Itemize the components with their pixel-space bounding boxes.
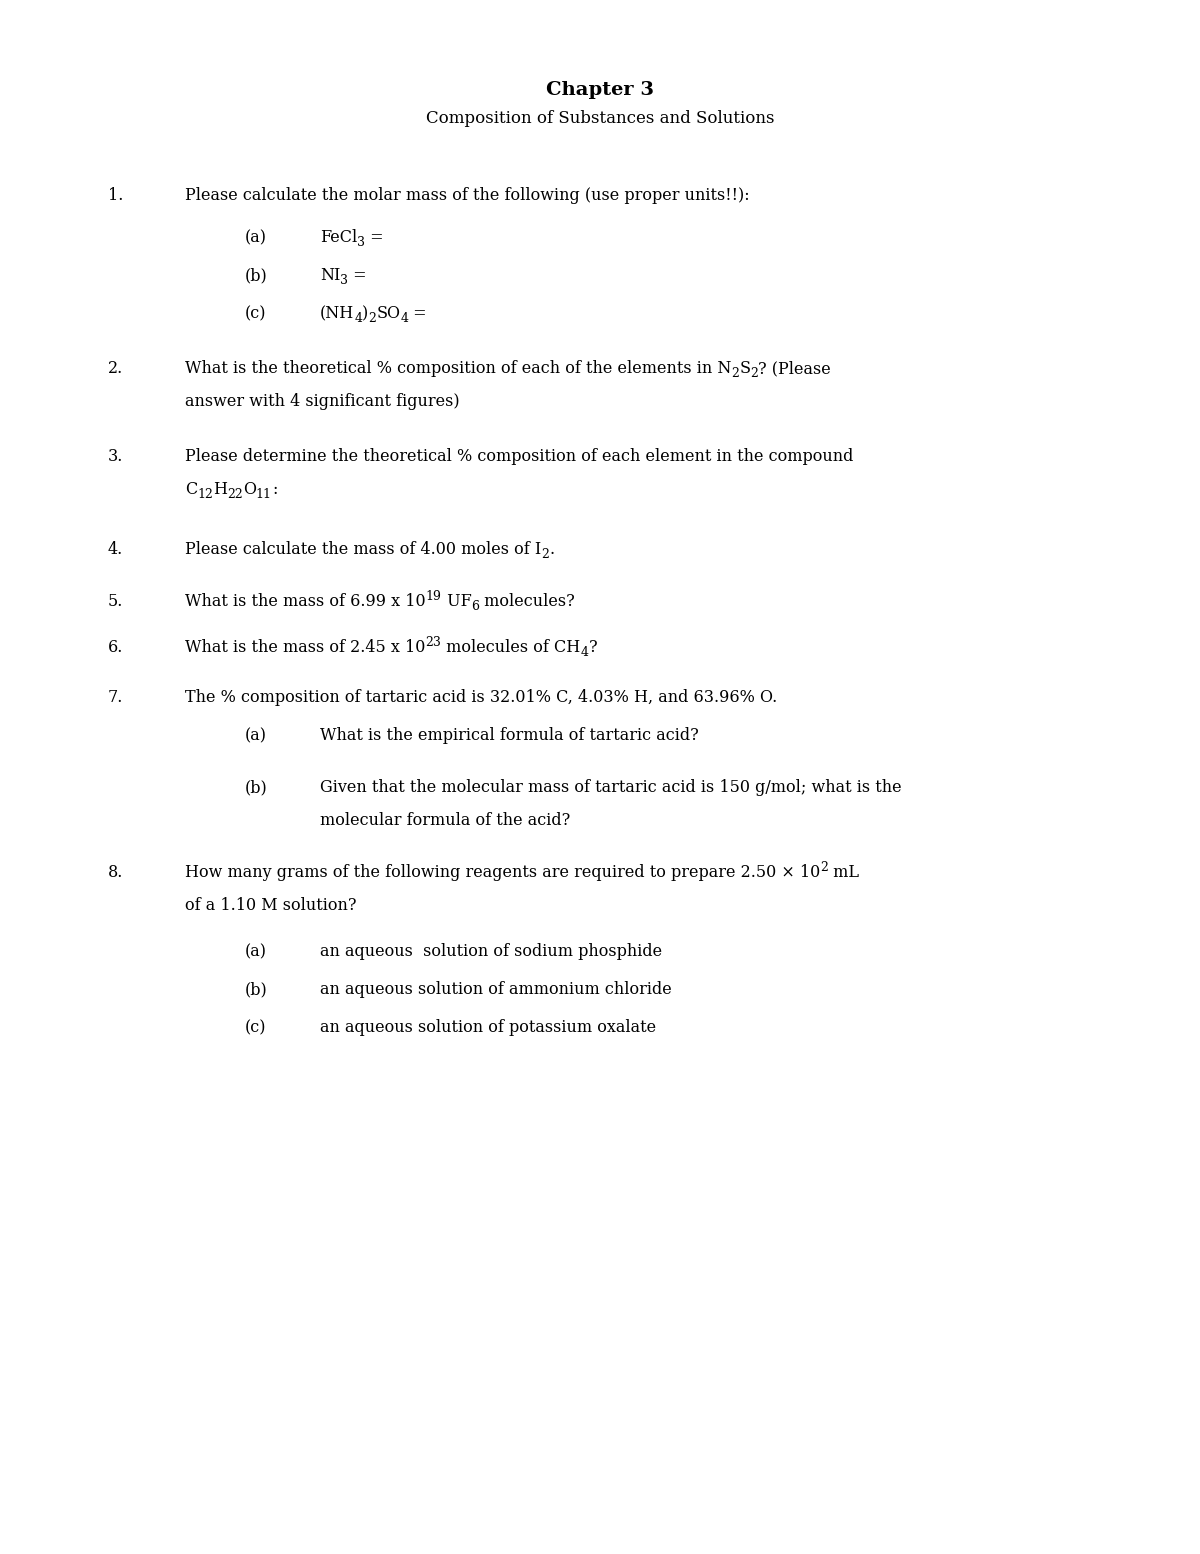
Text: (c): (c) — [245, 1019, 266, 1037]
Text: (NH: (NH — [320, 305, 354, 322]
Text: 2: 2 — [541, 549, 550, 561]
Text: What is the mass of 2.45 x 10: What is the mass of 2.45 x 10 — [185, 639, 425, 656]
Text: FeCl: FeCl — [320, 228, 358, 246]
Text: 8.: 8. — [108, 864, 124, 881]
Text: (b): (b) — [245, 779, 268, 796]
Text: 12: 12 — [197, 488, 214, 500]
Text: Please calculate the molar mass of the following (use proper units!!):: Please calculate the molar mass of the f… — [185, 186, 750, 204]
Text: 5.: 5. — [108, 594, 124, 611]
Text: an aqueous solution of potassium oxalate: an aqueous solution of potassium oxalate — [320, 1019, 656, 1037]
Text: molecular formula of the acid?: molecular formula of the acid? — [320, 813, 570, 828]
Text: ? (Please: ? (Please — [758, 361, 830, 378]
Text: 2: 2 — [368, 312, 377, 325]
Text: H: H — [214, 482, 227, 497]
Text: SO: SO — [377, 305, 401, 322]
Text: (c): (c) — [245, 305, 266, 322]
Text: 7.: 7. — [108, 688, 124, 706]
Text: 4: 4 — [401, 312, 408, 325]
Text: What is the empirical formula of tartaric acid?: What is the empirical formula of tartari… — [320, 727, 698, 744]
Text: 22: 22 — [227, 488, 242, 500]
Text: molecules?: molecules? — [479, 594, 575, 611]
Text: (a): (a) — [245, 727, 266, 744]
Text: mL: mL — [828, 864, 859, 881]
Text: 4: 4 — [354, 312, 362, 325]
Text: What is the mass of 6.99 x 10: What is the mass of 6.99 x 10 — [185, 594, 426, 611]
Text: .: . — [550, 541, 554, 558]
Text: O: O — [242, 482, 256, 497]
Text: (b): (b) — [245, 267, 268, 284]
Text: What is the theoretical % composition of each of the elements in N: What is the theoretical % composition of… — [185, 361, 731, 378]
Text: 23: 23 — [425, 636, 442, 648]
Text: 2: 2 — [731, 367, 739, 381]
Text: 6.: 6. — [108, 639, 124, 656]
Text: UF: UF — [442, 594, 472, 611]
Text: Composition of Substances and Solutions: Composition of Substances and Solutions — [426, 110, 774, 127]
Text: 2: 2 — [750, 367, 758, 381]
Text: 3: 3 — [341, 274, 348, 287]
Text: 11: 11 — [256, 488, 272, 500]
Text: 6: 6 — [472, 600, 479, 612]
Text: of a 1.10 M solution?: of a 1.10 M solution? — [185, 897, 356, 914]
Text: =: = — [348, 267, 367, 284]
Text: The % composition of tartaric acid is 32.01% C, 4.03% H, and 63.96% O.: The % composition of tartaric acid is 32… — [185, 688, 778, 706]
Text: (a): (a) — [245, 943, 266, 960]
Text: 19: 19 — [426, 589, 442, 603]
Text: 4.: 4. — [108, 541, 124, 558]
Text: Please calculate the mass of 4.00 moles of I: Please calculate the mass of 4.00 moles … — [185, 541, 541, 558]
Text: ): ) — [362, 305, 368, 322]
Text: 2.: 2. — [108, 361, 124, 378]
Text: Please determine the theoretical % composition of each element in the compound: Please determine the theoretical % compo… — [185, 448, 853, 465]
Text: 3.: 3. — [108, 448, 124, 465]
Text: an aqueous solution of ammonium chloride: an aqueous solution of ammonium chloride — [320, 981, 672, 998]
Text: 4: 4 — [581, 646, 588, 659]
Text: C: C — [185, 482, 197, 497]
Text: 3: 3 — [358, 236, 365, 249]
Text: an aqueous  solution of sodium phosphide: an aqueous solution of sodium phosphide — [320, 943, 662, 960]
Text: Chapter 3: Chapter 3 — [546, 81, 654, 99]
Text: (a): (a) — [245, 228, 266, 246]
Text: answer with 4 significant figures): answer with 4 significant figures) — [185, 393, 460, 410]
Text: How many grams of the following reagents are required to prepare 2.50 × 10: How many grams of the following reagents… — [185, 864, 821, 881]
Text: 1.: 1. — [108, 186, 124, 204]
Text: (b): (b) — [245, 981, 268, 998]
Text: ?: ? — [588, 639, 598, 656]
Text: NI: NI — [320, 267, 341, 284]
Text: =: = — [408, 305, 427, 322]
Text: =: = — [365, 228, 384, 246]
Text: molecules of CH: molecules of CH — [442, 639, 581, 656]
Text: 2: 2 — [821, 861, 828, 873]
Text: :: : — [272, 482, 277, 497]
Text: S: S — [739, 361, 750, 378]
Text: Given that the molecular mass of tartaric acid is 150 g/mol; what is the: Given that the molecular mass of tartari… — [320, 779, 901, 796]
